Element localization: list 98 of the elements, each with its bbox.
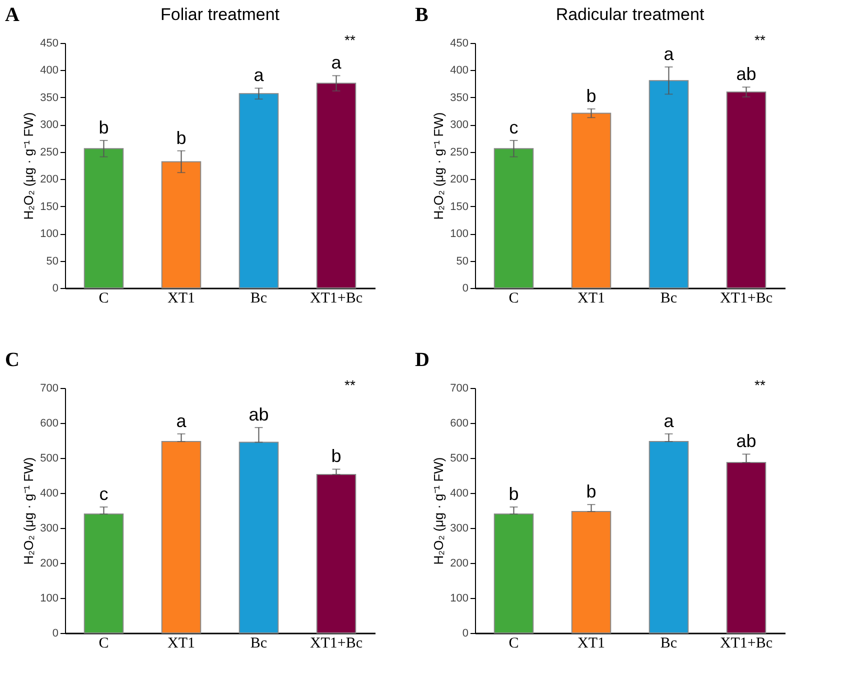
y-tick-label: 300 <box>40 119 58 132</box>
y-tick-label: 600 <box>450 418 468 430</box>
y-tick-label: 400 <box>40 488 58 500</box>
y-tick-label: 150 <box>450 200 468 213</box>
y-tick-label: 300 <box>450 119 468 132</box>
annotation: c <box>509 117 518 138</box>
y-tick-label: 250 <box>450 146 468 158</box>
y-tick-label: 700 <box>450 382 468 394</box>
bar <box>571 112 612 288</box>
y-tick-label: 300 <box>40 522 58 534</box>
y-tick-label: 0 <box>52 282 58 294</box>
y-tick-label: 100 <box>450 592 468 604</box>
y-tick-label: 400 <box>450 488 468 500</box>
x-tick-label: Bc <box>660 636 678 652</box>
annotation: b <box>176 128 186 148</box>
bar <box>161 441 202 634</box>
x-tick-label: Bc <box>660 290 678 306</box>
y-tick-label: 50 <box>46 255 58 268</box>
y-tick-label: 450 <box>40 38 58 50</box>
bar <box>316 474 356 634</box>
annotation: ab <box>736 431 756 452</box>
y-tick-label: 0 <box>462 282 468 294</box>
y-axis-title: H₂O₂ (μg · g⁻¹ FW) <box>21 457 36 565</box>
x-tick-label: C <box>508 290 519 306</box>
bar <box>316 82 356 288</box>
y-tick-label: 100 <box>450 228 468 240</box>
annotation: b <box>586 482 596 502</box>
bar <box>84 514 124 634</box>
y-tick-label: 600 <box>40 418 58 430</box>
annotation: b <box>586 86 596 106</box>
annotation: ** <box>754 32 766 48</box>
y-tick-label: 350 <box>40 92 58 104</box>
bar <box>238 93 279 288</box>
bar <box>648 441 689 634</box>
y-tick-label: 100 <box>40 592 58 604</box>
annotation: c <box>99 484 108 504</box>
x-tick-label: XT1+Bc <box>720 290 773 306</box>
y-axis-title: H₂O₂ (μg · g⁻¹ FW) <box>431 112 446 220</box>
y-axis-title: H₂O₂ (μg · g⁻¹ FW) <box>21 112 36 220</box>
annotation: b <box>98 117 109 138</box>
y-tick-label: 200 <box>450 174 468 186</box>
x-tick-label: C <box>98 290 109 306</box>
annotation: a <box>331 52 342 73</box>
y-tick-label: 150 <box>40 200 58 213</box>
text: D <box>415 349 430 371</box>
annotation: ** <box>344 377 356 393</box>
y-tick-label: 400 <box>40 64 58 77</box>
x-tick-label: Bc <box>250 636 268 652</box>
bar <box>238 442 279 634</box>
bar <box>494 514 534 634</box>
annotation: ** <box>344 32 356 48</box>
bar <box>494 148 534 288</box>
x-tick-label: XT1 <box>578 290 605 306</box>
y-tick-label: 300 <box>450 522 468 534</box>
x-tick-label: C <box>508 636 519 652</box>
bar <box>84 148 124 288</box>
annotation: ab <box>736 64 756 84</box>
y-tick-label: 100 <box>40 228 58 240</box>
y-axis-title: H₂O₂ (μg · g⁻¹ FW) <box>431 457 446 565</box>
annotation: b <box>508 484 519 504</box>
chart-title: Radicular treatment <box>556 5 704 24</box>
bar <box>726 462 766 634</box>
x-tick-label: Bc <box>250 290 268 306</box>
annotation: ab <box>248 404 269 425</box>
y-tick-label: 400 <box>450 64 468 77</box>
y-tick-label: 200 <box>450 558 468 570</box>
text: B <box>415 4 428 26</box>
y-tick-label: 0 <box>52 628 58 640</box>
annotation: b <box>331 446 342 466</box>
y-tick-label: 700 <box>40 382 58 394</box>
x-tick-label: XT1+Bc <box>310 636 363 652</box>
y-tick-label: 450 <box>450 38 468 50</box>
x-tick-label: XT1 <box>578 636 605 652</box>
text: C <box>5 349 20 371</box>
text: A <box>5 4 20 26</box>
y-tick-label: 0 <box>462 628 468 640</box>
chart-title: Foliar treatment <box>160 5 280 24</box>
y-tick-label: 500 <box>40 452 58 464</box>
y-tick-label: 350 <box>450 92 468 104</box>
annotation: ** <box>754 377 766 393</box>
y-tick-label: 500 <box>450 452 468 464</box>
annotation: a <box>176 410 188 431</box>
annotation: a <box>664 410 675 431</box>
bar <box>161 161 202 288</box>
y-tick-label: 200 <box>40 558 58 570</box>
y-tick-label: 250 <box>40 146 58 158</box>
x-tick-label: C <box>98 636 109 652</box>
bar <box>726 92 766 288</box>
bar <box>648 80 689 288</box>
x-tick-label: XT1+Bc <box>310 290 363 306</box>
y-tick-label: 50 <box>456 255 468 268</box>
y-tick-label: 200 <box>40 174 58 186</box>
x-tick-label: XT1+Bc <box>720 636 773 652</box>
annotation: a <box>664 44 675 64</box>
x-tick-label: XT1 <box>168 636 195 652</box>
annotation: a <box>254 65 265 86</box>
x-tick-label: XT1 <box>168 290 195 306</box>
bar <box>571 511 612 634</box>
